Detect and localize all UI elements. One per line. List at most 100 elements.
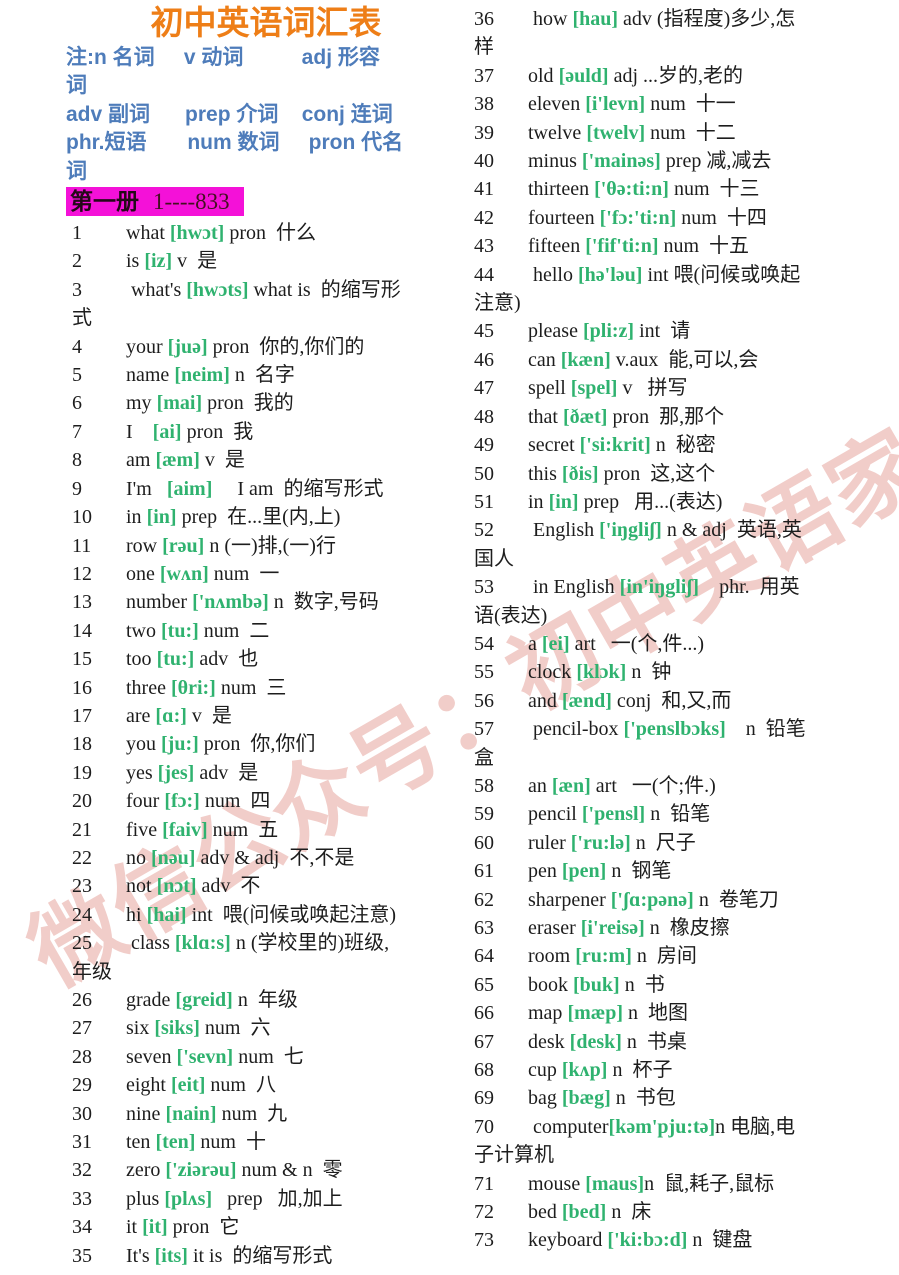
entry-number: 42 — [474, 206, 494, 229]
entry-phonetic: [jes] — [157, 761, 195, 784]
entry-pos-meaning: num 十四 — [676, 206, 767, 229]
entry-pos-meaning: art 一(个;件.) — [590, 774, 716, 797]
vocab-entry: 56 and [ænd] conj 和,又,而 — [468, 687, 896, 715]
entry-pos-meaning: n 铅笔 — [645, 803, 711, 826]
entry-word: bag — [528, 1087, 562, 1110]
legend-notes: 注:n 名词 v 动词 adj 形容词 adv 副词 prep 介词 conj 连… — [66, 44, 466, 186]
entry-number: 45 — [474, 320, 494, 343]
entry-phonetic: ['ʃɑ:pənə] — [610, 888, 694, 911]
entry-number: 34 — [72, 1216, 92, 1239]
entry-word: in — [126, 506, 147, 529]
entry-pos-meaning: num 十五 — [658, 235, 750, 258]
entry-pos-meaning: num 十二 — [645, 121, 736, 144]
entries-right: 36 how [hau] adv (指程度)多少,怎 样 37 old [əuld]… — [468, 5, 896, 1255]
vocab-entry: 12 one [wʌn] num 一 — [66, 560, 466, 588]
entry-word: map — [528, 1002, 568, 1025]
vocab-entry: 54 a [ei] art 一(个,件...) — [468, 630, 896, 658]
entry-pos-meaning: n (学校里的)班级, 年级 — [72, 932, 390, 983]
entry-phonetic: [plʌs] — [164, 1187, 213, 1210]
entry-pos-meaning: prep 用...(表达) — [578, 490, 723, 513]
entry-phonetic: ['ki:bɔ:d] — [607, 1229, 688, 1252]
entry-word: I'm — [126, 477, 167, 500]
entry-phonetic: [faiv] — [162, 818, 208, 841]
vocab-entry: 51 in [in] prep 用...(表达) — [468, 488, 896, 516]
entry-pos-meaning: n 铅笔 盒 — [474, 718, 806, 769]
entry-pos-meaning: adv 是 — [194, 761, 259, 784]
entry-number: 62 — [474, 888, 494, 911]
entry-number: 5 — [72, 364, 82, 387]
entry-phonetic: [hwɔts] — [186, 278, 249, 301]
entry-number: 68 — [474, 1059, 494, 1082]
vocab-entry: 60 ruler ['ru:lə] n 尺子 — [468, 829, 896, 857]
vocab-entry: 47 spell [spel] v 拼写 — [468, 374, 896, 402]
entry-number: 1 — [72, 222, 82, 245]
entry-pos-meaning: v 是 — [186, 704, 232, 727]
vocab-entry: 48 that [ðæt] pron 那,那个 — [468, 403, 896, 431]
vocab-entry: 7 I [ai] pron 我 — [66, 418, 466, 446]
entry-word: thirteen — [528, 178, 595, 201]
entry-pos-meaning: num 一 — [208, 562, 280, 585]
entry-word: fourteen — [528, 206, 600, 229]
entry-word: nine — [126, 1102, 166, 1125]
entry-word: hello — [528, 263, 578, 286]
entry-number: 52 — [474, 519, 494, 542]
vocab-entry: 61 pen [pen] n 钢笔 — [468, 857, 896, 885]
entry-number: 57 — [474, 718, 494, 741]
vocab-entry: 50 this [ðis] pron 这,这个 — [468, 460, 896, 488]
entry-number: 51 — [474, 490, 494, 513]
vocab-entry: 57 pencil-box ['penslbɔks] n 铅笔 盒 — [468, 715, 896, 772]
vocab-entry: 16 three [θri:] num 三 — [66, 674, 466, 702]
entry-word: zero — [126, 1159, 166, 1182]
entry-phonetic: ['pensl] — [581, 803, 646, 826]
volume-range: 1----833 — [153, 189, 230, 215]
entry-pos-meaning: n 卷笔刀 — [693, 888, 779, 911]
entry-word: can — [528, 348, 561, 371]
vocab-entry: 2 is [iz] v 是 — [66, 247, 466, 275]
entry-phonetic: [aim] — [166, 477, 213, 500]
entry-word: in English — [528, 576, 620, 599]
entry-number: 60 — [474, 831, 494, 854]
entry-pos-meaning: num 十三 — [668, 178, 760, 201]
entry-phonetic: ['penslbɔks] — [623, 718, 726, 741]
legend-note-line: adv 副词 prep 介词 conj 连词 — [66, 102, 393, 126]
entry-word: please — [528, 320, 583, 343]
entry-phonetic: [ðæt] — [563, 405, 608, 428]
entry-pos-meaning: n 秘密 — [650, 434, 716, 457]
entry-number: 28 — [72, 1045, 92, 1068]
entry-word: four — [126, 790, 165, 813]
entry-number: 47 — [474, 377, 494, 400]
entry-word: keyboard — [528, 1229, 608, 1252]
entry-number: 17 — [72, 704, 92, 727]
entry-phonetic: [iz] — [144, 250, 173, 273]
entry-phonetic: ['fif'ti:n] — [585, 235, 659, 258]
entry-word: ten — [126, 1131, 156, 1154]
vocab-entry: 49 secret ['si:krit] n 秘密 — [468, 431, 896, 459]
entry-phonetic: [tu:] — [156, 648, 195, 671]
entry-phonetic: [maus] — [585, 1172, 645, 1195]
entry-word: eleven — [528, 93, 586, 116]
vocab-entry: 73 keyboard ['ki:bɔ:d] n 键盘 — [468, 1226, 896, 1254]
entry-phonetic: [hau] — [572, 8, 619, 30]
vocab-entry: 42 fourteen ['fɔ:'ti:n] num 十四 — [468, 204, 896, 232]
vocab-entry: 11 row [rəu] n (一)排,(一)行 — [66, 532, 466, 560]
entry-pos-meaning: num 八 — [205, 1074, 276, 1097]
entry-phonetic: [i'reisə] — [580, 917, 645, 939]
entry-phonetic: [ænd] — [561, 689, 612, 712]
vocab-entry: 58 an [æn] art 一(个;件.) — [468, 772, 896, 800]
vocab-entry: 25 class [klɑ:s] n (学校里的)班级, 年级 — [66, 929, 466, 986]
entry-number: 22 — [72, 846, 92, 869]
entry-pos-meaning: phr. 用英 语(表达) — [474, 576, 800, 627]
vocab-entry: 19 yes [jes] adv 是 — [66, 759, 466, 787]
entry-number: 10 — [72, 506, 92, 529]
entry-phonetic: [tu:] — [161, 619, 199, 642]
entry-pos-meaning: n & adj 英语,英 国人 — [474, 519, 802, 570]
entry-number: 23 — [72, 875, 92, 898]
vocab-entry: 59 pencil ['pensl] n 铅笔 — [468, 800, 896, 828]
vocab-entry: 8 am [æm] v 是 — [66, 446, 466, 474]
entry-phonetic: [pli:z] — [582, 320, 635, 343]
vocab-entry: 17 are [ɑ:] v 是 — [66, 702, 466, 730]
vocab-entry: 18 you [ju:] pron 你,你们 — [66, 730, 466, 758]
entry-phonetic: [desk] — [569, 1030, 622, 1053]
vocab-entry: 43 fifteen ['fif'ti:n] num 十五 — [468, 232, 896, 260]
